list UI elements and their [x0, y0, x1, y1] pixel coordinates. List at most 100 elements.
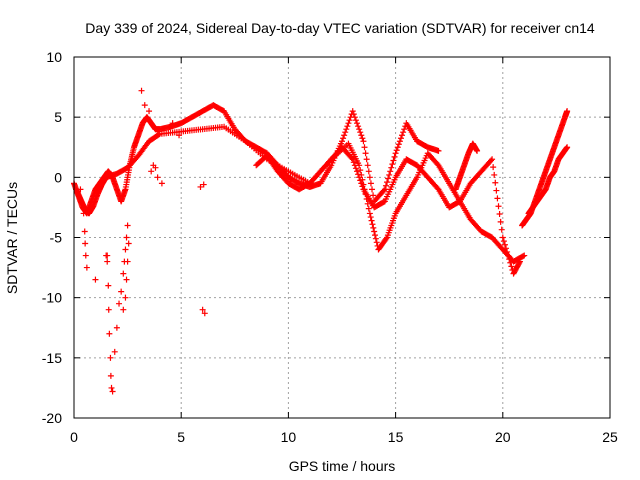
data-point — [125, 240, 132, 247]
data-point — [369, 186, 376, 193]
data-points — [71, 87, 571, 395]
data-point — [434, 161, 441, 168]
data-point — [357, 129, 364, 136]
data-point — [199, 306, 206, 313]
data-point — [388, 164, 395, 171]
data-point — [521, 252, 528, 259]
data-point — [564, 108, 571, 115]
data-point — [395, 141, 402, 148]
data-point — [358, 132, 365, 139]
data-point — [122, 294, 129, 301]
data-point — [492, 179, 499, 186]
data-point — [366, 174, 373, 181]
data-point — [389, 161, 396, 168]
data-point — [360, 138, 367, 145]
data-point — [152, 164, 159, 171]
data-point — [341, 132, 348, 139]
data-point — [489, 156, 496, 163]
data-point — [108, 384, 115, 391]
y-tick-label: -20 — [42, 410, 62, 426]
series-spike-3 — [120, 240, 132, 313]
data-point — [120, 306, 127, 313]
data-point — [397, 135, 404, 142]
data-point — [493, 187, 500, 194]
data-point — [138, 87, 145, 94]
data-point — [366, 210, 373, 217]
data-point — [118, 288, 125, 295]
x-tick-label: 20 — [495, 429, 511, 445]
data-point — [116, 300, 123, 307]
data-point — [370, 224, 377, 231]
data-point — [367, 214, 374, 221]
data-point — [345, 120, 352, 127]
y-tick-label: -5 — [50, 230, 63, 246]
y-tick-label: -15 — [42, 350, 62, 366]
data-point — [365, 205, 372, 212]
data-point — [361, 144, 368, 151]
data-point — [107, 372, 114, 379]
data-point — [508, 263, 515, 270]
data-point — [505, 252, 512, 259]
data-point — [401, 126, 408, 133]
grid — [74, 57, 610, 418]
x-axis-label: GPS time / hours — [289, 458, 396, 474]
data-point — [200, 181, 207, 188]
data-point — [340, 135, 347, 142]
data-point — [352, 165, 359, 172]
data-point — [350, 159, 357, 166]
data-point — [82, 240, 89, 247]
series-track-c — [253, 144, 523, 277]
data-point — [380, 199, 387, 206]
data-point — [146, 108, 153, 115]
data-point — [392, 150, 399, 157]
series-scattered — [77, 87, 208, 317]
data-point — [107, 354, 114, 361]
data-point — [499, 234, 506, 241]
series-spike-2 — [111, 222, 131, 355]
series-track-b — [73, 123, 528, 265]
data-point — [393, 147, 400, 154]
data-point — [367, 180, 374, 187]
data-point — [123, 276, 130, 283]
data-point — [391, 153, 398, 160]
data-point — [348, 155, 355, 162]
data-point — [124, 258, 131, 265]
data-point — [371, 228, 378, 235]
data-point — [503, 245, 510, 252]
data-point — [105, 306, 112, 313]
data-point — [81, 228, 88, 235]
x-tick-label: 15 — [388, 429, 404, 445]
data-point — [501, 241, 508, 248]
data-point — [351, 114, 358, 121]
x-tick-label: 0 — [70, 429, 78, 445]
data-point — [155, 131, 162, 138]
data-point — [104, 258, 111, 265]
x-tick-label: 25 — [602, 429, 618, 445]
data-point — [354, 168, 361, 175]
y-tick-label: 5 — [54, 109, 62, 125]
data-point — [370, 192, 377, 199]
data-point — [154, 174, 161, 181]
data-point — [380, 187, 387, 194]
data-point — [344, 123, 351, 130]
data-point — [354, 120, 361, 127]
data-point — [386, 171, 393, 178]
data-point — [77, 186, 84, 193]
data-point — [491, 171, 498, 178]
data-point — [496, 211, 503, 218]
data-point — [385, 175, 392, 182]
data-point — [158, 180, 165, 187]
data-point — [169, 120, 176, 127]
data-point — [356, 126, 363, 133]
data-point — [490, 164, 497, 171]
data-point — [123, 234, 130, 241]
data-point — [82, 252, 89, 259]
data-point — [372, 235, 379, 242]
series-spike-1 — [104, 252, 116, 395]
data-point — [103, 252, 110, 259]
series-drop-early — [80, 210, 90, 271]
data-point — [111, 348, 118, 355]
data-point — [520, 253, 527, 260]
data-point — [396, 138, 403, 145]
